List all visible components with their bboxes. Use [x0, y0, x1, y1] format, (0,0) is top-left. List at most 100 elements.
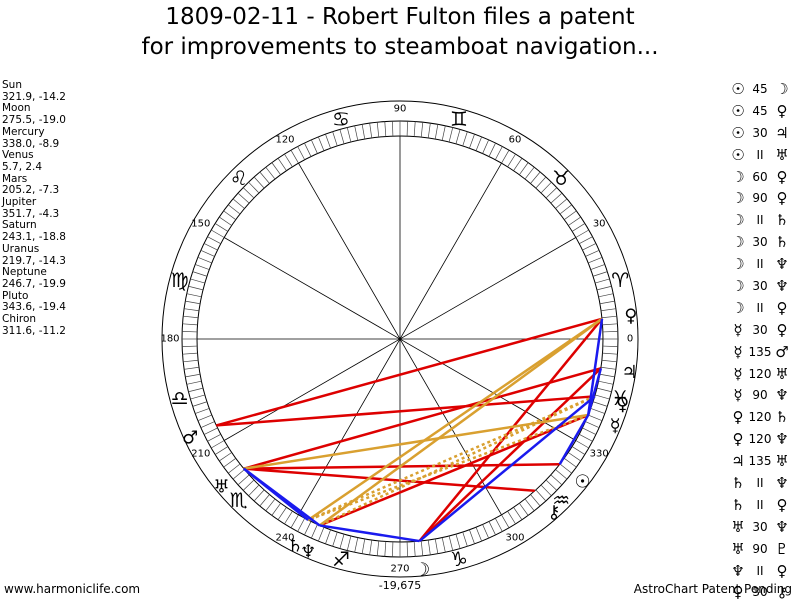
aspect-line — [587, 367, 603, 416]
degree-tick — [595, 394, 610, 400]
degree-tick — [582, 243, 597, 251]
aspect-row: ☿ 135 ♂ — [728, 342, 800, 364]
aspect-planet-2-icon: ♂ — [775, 342, 789, 361]
degree-tick — [550, 192, 563, 204]
degree-tick — [559, 204, 573, 215]
degree-tick — [354, 125, 359, 141]
degree-tick — [183, 315, 199, 319]
degree-label: 240 — [275, 533, 294, 544]
aspect-row: ☽ II ♆ — [728, 254, 800, 276]
aspect-row: ☽ 30 ♄ — [728, 232, 800, 254]
planet-position-value: 311.6, -11.2 — [2, 324, 66, 337]
degree-tick — [211, 229, 225, 238]
degree-tick — [271, 162, 281, 175]
aspect-row: ☽ 90 ♀ — [728, 188, 800, 210]
degree-tick — [482, 524, 489, 539]
degree-tick — [494, 518, 503, 532]
planet-position-value: 243.1, -18.8 — [2, 231, 66, 244]
degree-tick — [571, 446, 586, 455]
aspect-type: 30 — [752, 322, 768, 337]
aspect-planet-2-icon: ♄ — [775, 211, 789, 230]
aspect-row: ☉ 45 ♀ — [728, 101, 800, 123]
degree-tick — [182, 345, 198, 347]
degree-tick — [406, 541, 408, 557]
degree-tick — [540, 181, 552, 194]
planet-name: Venus — [2, 149, 34, 162]
degree-tick — [265, 498, 276, 512]
degree-tick — [441, 125, 446, 141]
aspect-planet-1-icon: ☽ — [731, 298, 745, 317]
degree-tick — [369, 123, 373, 139]
degree-tick — [237, 474, 250, 486]
aspect-type: 135 — [748, 454, 772, 469]
aspect-row: ♀ 120 ♄ — [728, 407, 800, 429]
degree-tick — [602, 352, 618, 355]
planet-icon: ♆ — [300, 542, 316, 563]
planet-icon: ♀ — [616, 394, 629, 415]
degree-tick — [545, 479, 558, 491]
degree-tick — [219, 452, 232, 462]
zodiac-sign-icon: ♋ — [332, 107, 350, 131]
zodiac-sign-icon: ♍ — [171, 268, 189, 292]
degree-tick — [600, 308, 616, 312]
aspect-planet-1-icon: ☉ — [731, 145, 745, 164]
planet-icon: ♅ — [213, 477, 229, 498]
degree-tick — [223, 210, 236, 220]
degree-tick — [207, 433, 221, 442]
aspect-planet-1-icon: ♅ — [731, 539, 745, 558]
aspect-row: ♀ 120 ♆ — [728, 429, 800, 451]
degree-tick — [197, 257, 212, 264]
degree-tick — [237, 192, 250, 204]
degree-label: 0 — [627, 334, 633, 345]
planet-name: Jupiter — [2, 196, 37, 209]
planet-name: Mercury — [2, 125, 45, 138]
planet-icon: ♄ — [287, 535, 303, 556]
degree-tick — [242, 187, 255, 199]
degree-tick — [590, 264, 605, 270]
aspect-row: ♀ 30 ⚷ — [728, 582, 800, 604]
degree-tick — [277, 158, 287, 171]
aspect-row: ♃ 135 ♅ — [728, 451, 800, 473]
degree-tick — [192, 401, 208, 407]
aspect-row: ☿ 90 ♆ — [728, 385, 800, 407]
degree-tick — [248, 484, 260, 497]
degree-tick — [284, 153, 293, 168]
degree-tick — [182, 352, 198, 355]
aspect-planet-2-icon: ⚷ — [776, 583, 788, 602]
degree-tick — [427, 539, 431, 555]
aspect-planet-1-icon: ☽ — [731, 167, 745, 186]
degree-tick — [585, 421, 600, 428]
degree-tick — [361, 538, 366, 554]
degree-tick — [290, 150, 299, 164]
degree-tick — [227, 463, 241, 474]
zodiac-sign-icon: ♏ — [230, 488, 248, 512]
aspect-planet-2-icon: ♄ — [775, 233, 789, 252]
degree-tick — [441, 537, 446, 553]
degree-tick — [304, 521, 312, 536]
degree-tick — [297, 518, 306, 532]
aspect-planet-1-icon: ☉ — [731, 101, 745, 120]
degree-label: 90 — [394, 104, 407, 115]
degree-tick — [311, 139, 318, 154]
degree-tick — [564, 210, 577, 220]
degree-tick — [579, 236, 593, 245]
aspect-planet-1-icon: ♄ — [731, 474, 745, 493]
degree-tick — [530, 171, 541, 184]
aspect-type: 45 — [752, 103, 768, 118]
planet-name: Moon — [2, 102, 31, 115]
degree-tick — [519, 162, 529, 175]
degree-tick — [507, 153, 516, 168]
aspect-line — [307, 395, 596, 522]
chart-title: 1809-02-11 - Robert Fulton files a paten… — [0, 2, 800, 62]
footer-website-link[interactable]: www.harmoniclife.com — [4, 582, 141, 596]
aspect-row: ☿ 120 ♅ — [728, 364, 800, 386]
degree-tick — [384, 121, 387, 137]
degree-tick — [592, 401, 608, 407]
degree-tick — [596, 285, 612, 291]
planet-positions-list: Sun 321.9, -14.2 Moon 275.5, -19.0 Mercury 33… — [2, 79, 66, 337]
aspect-planet-2-icon: ♀ — [776, 298, 788, 317]
aspect-line — [243, 367, 602, 470]
aspect-planet-1-icon: ♃ — [731, 452, 745, 471]
degree-tick — [513, 158, 523, 171]
aspect-line — [319, 413, 589, 527]
